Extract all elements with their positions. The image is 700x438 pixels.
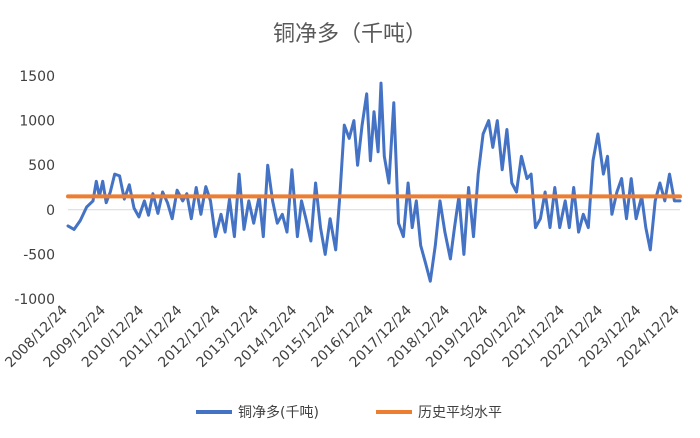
y-tick-label: 1500: [19, 69, 55, 85]
y-tick-label: 500: [28, 158, 55, 174]
legend-label: 历史平均水平: [418, 405, 502, 421]
y-tick-label: -1000: [14, 292, 55, 308]
y-tick-label: -500: [23, 247, 55, 263]
series-line-copy-net-long: [66, 81, 682, 283]
y-tick-label: 0: [46, 203, 55, 219]
x-axis: 2008/12/242009/12/242010/12/242011/12/24…: [2, 302, 682, 370]
y-axis: -1000 -500 0 500 1000 1500: [14, 69, 55, 308]
legend-label: 铜净多(千吨): [238, 404, 319, 421]
legend: 铜净多(千吨) 历史平均水平: [196, 404, 502, 421]
series-group: [66, 81, 682, 283]
chart-title: 铜净多（千吨）: [273, 22, 427, 47]
y-tick-label: 1000: [19, 114, 55, 130]
